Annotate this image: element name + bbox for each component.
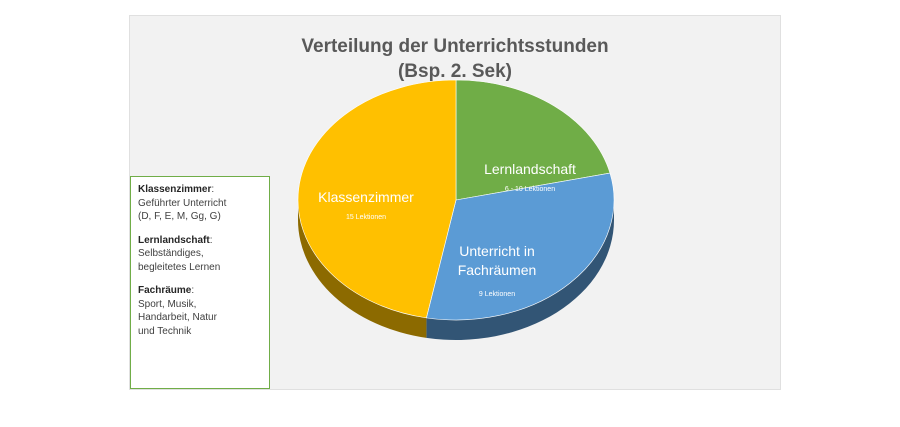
legend-box: Klassenzimmer: Geführter Unterricht (D, … [130, 176, 270, 389]
pie-slice-klassenzimmer [297, 79, 457, 319]
slice-sublabel-lernlandschaft: 6 - 10 Lektionen [505, 186, 555, 193]
slice-label-fachraeume-line-2: Fachräumen [458, 262, 537, 278]
legend-classroom: Klassenzimmer: Geführter Unterricht (D, … [138, 184, 227, 222]
legend-special-line-2: Handarbeit, Natur [138, 312, 217, 323]
pie-slice-unterricht-in-fachr-umen [426, 172, 615, 321]
slice-sublabel-fachraeume: 9 Lektionen [479, 291, 515, 298]
legend-special: Fachräume: Sport, Musik, Handarbeit, Nat… [138, 285, 217, 337]
slice-label-fachraeume-line-1: Unterricht in [459, 243, 534, 259]
slice-label-lernlandschaft: Lernlandschaft [484, 161, 576, 177]
legend-special-line-3: und Technik [138, 325, 192, 337]
chart-title-line-2: (Bsp. 2. Sek) [397, 61, 513, 82]
slice-label-klassenzimmer: Klassenzimmer [318, 189, 414, 205]
legend-classroom-line-1: Geführter Unterricht [138, 197, 227, 209]
legend-classroom-line-2: (D, F, E, M, Gg, G) [138, 211, 221, 222]
legend-landscape: Lernlandschaft: Selbständiges, begleitet… [138, 234, 221, 273]
slice-sublabel-klassenzimmer: 15 Lektionen [346, 214, 386, 221]
pie-side-unterricht-in-fachr-umen [426, 200, 614, 340]
chart-title-line-1: Verteilung der Unterrichtsstunden [301, 36, 609, 57]
legend-landscape-line-1: Selbständiges, [138, 248, 204, 259]
slide: Verteilung der Unterrichtsstunden (Bsp. … [129, 15, 781, 390]
pie-slice-lernlandschaft [455, 79, 611, 201]
legend-special-line-1: Sport, Musik, [138, 298, 197, 310]
legend-landscape-line-2: begleitetes Lernen [138, 261, 221, 273]
legend-classroom-title: Klassenzimmer [138, 184, 212, 195]
pie-side-klassenzimmer [298, 200, 427, 338]
chart-title: Verteilung der Unterrichtsstunden (Bsp. … [130, 34, 780, 84]
legend-landscape-title: Lernlandschaft [138, 234, 210, 246]
pie-chart: Lernlandschaft 6 - 10 Lektionen Unterric… [297, 79, 615, 340]
legend-special-title: Fachräume [138, 285, 192, 296]
